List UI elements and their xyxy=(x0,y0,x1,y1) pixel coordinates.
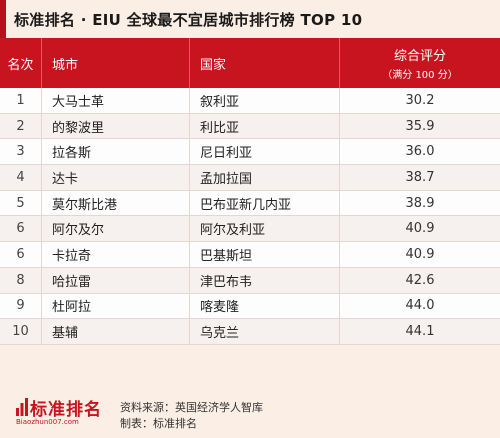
cell-rank: 1 xyxy=(0,88,42,113)
table-row: 8 哈拉雷 津巴布韦 42.6 xyxy=(0,267,500,294)
cell-country: 津巴布韦 xyxy=(190,267,340,293)
header-country: 国家 xyxy=(190,38,340,88)
cell-score: 36.0 xyxy=(405,144,435,160)
table-header: 名次 城市 国家 综合评分 （满分 100 分） xyxy=(0,38,500,88)
cell-city: 大马士革 xyxy=(42,88,190,113)
cell-country: 孟加拉国 xyxy=(190,165,340,190)
table-row: 3 拉各斯 尼日利亚 36.0 xyxy=(0,139,500,166)
footer: 标准排名 Biaozhun007.com 资料来源：英国经济学人智库 制表：标准… xyxy=(0,385,500,438)
header-score: 综合评分 （满分 100 分） xyxy=(340,38,500,88)
cell-score: 38.9 xyxy=(405,195,435,211)
cell-rank: 8 xyxy=(0,267,42,293)
cell-city: 莫尔斯比港 xyxy=(42,190,190,216)
table-row: 2 的黎波里 利比亚 35.9 xyxy=(0,113,500,140)
cell-country: 叙利亚 xyxy=(190,88,340,113)
cell-score: 44.0 xyxy=(405,298,435,314)
cell-country: 巴基斯坦 xyxy=(190,242,340,267)
cell-city: 拉各斯 xyxy=(42,139,190,165)
table-row: 5 莫尔斯比港 巴布亚新几内亚 38.9 xyxy=(0,190,500,217)
source-note: 资料来源：英国经济学人智库 xyxy=(120,401,263,414)
brand-logo: 标准排名 Biaozhun007.com xyxy=(16,395,108,429)
cell-score: 30.2 xyxy=(405,92,435,108)
cell-city: 达卡 xyxy=(42,165,190,190)
cell-rank: 2 xyxy=(0,113,42,139)
header-city: 城市 xyxy=(42,38,190,88)
cell-city: 杜阿拉 xyxy=(42,293,190,319)
table-row: 6 阿尔及尔 阿尔及利亚 40.9 xyxy=(0,216,500,243)
cell-score: 38.7 xyxy=(405,169,435,185)
cell-score: 40.9 xyxy=(405,246,435,262)
table-row: 6 卡拉奇 巴基斯坦 40.9 xyxy=(0,242,500,268)
cell-country: 喀麦隆 xyxy=(190,293,340,319)
cell-rank: 9 xyxy=(0,293,42,319)
cell-rank: 3 xyxy=(0,139,42,165)
cell-city: 哈拉雷 xyxy=(42,267,190,293)
cell-score: 44.1 xyxy=(405,324,435,340)
cell-score: 40.9 xyxy=(405,221,435,237)
table-row: 1 大马士革 叙利亚 30.2 xyxy=(0,88,500,114)
header-rank: 名次 xyxy=(0,38,42,88)
logo-url: Biaozhun007.com xyxy=(16,418,79,426)
title-bar: 标准排名 · EIU 全球最不宜居城市排行榜 TOP 10 xyxy=(0,0,500,38)
cell-country: 乌克兰 xyxy=(190,319,340,344)
cell-rank: 4 xyxy=(0,165,42,190)
bar-chart-icon xyxy=(16,398,28,416)
cell-rank: 5 xyxy=(0,190,42,216)
table-body: 1 大马士革 叙利亚 30.2 2 的黎波里 利比亚 35.9 3 拉各斯 尼日… xyxy=(0,88,500,345)
header-score-label: 综合评分 xyxy=(393,49,446,64)
table-row: 9 杜阿拉 喀麦隆 44.0 xyxy=(0,293,500,320)
cell-country: 尼日利亚 xyxy=(190,139,340,165)
cell-city: 基辅 xyxy=(42,319,190,344)
cell-country: 阿尔及利亚 xyxy=(190,216,340,242)
cell-rank: 6 xyxy=(0,242,42,267)
logo-text: 标准排名 xyxy=(30,400,102,420)
cell-city: 卡拉奇 xyxy=(42,242,190,267)
cell-country: 利比亚 xyxy=(190,113,340,139)
cell-score: 42.6 xyxy=(405,272,435,288)
cell-city: 阿尔及尔 xyxy=(42,216,190,242)
cell-country: 巴布亚新几内亚 xyxy=(190,190,340,216)
cell-rank: 6 xyxy=(0,216,42,242)
table-row: 4 达卡 孟加拉国 38.7 xyxy=(0,165,500,191)
cell-score: 35.9 xyxy=(405,118,435,134)
header-score-sub: （满分 100 分） xyxy=(382,70,458,81)
table-row: 10 基辅 乌克兰 44.1 xyxy=(0,319,500,345)
maker-note: 制表：标准排名 xyxy=(120,417,197,430)
page-title: 标准排名 · EIU 全球最不宜居城市排行榜 TOP 10 xyxy=(14,10,363,29)
cell-city: 的黎波里 xyxy=(42,113,190,139)
cell-rank: 10 xyxy=(0,319,42,344)
